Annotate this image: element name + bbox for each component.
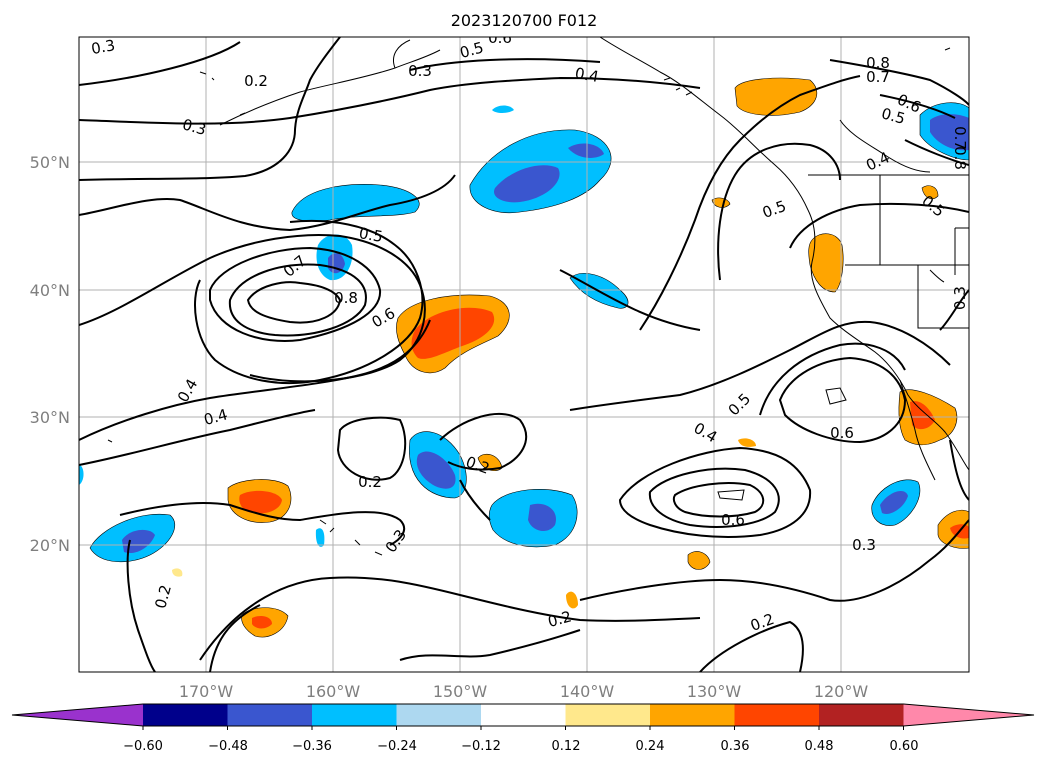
contour-label: 0.6 — [488, 29, 512, 47]
contour-label: 0.7 — [866, 68, 890, 86]
coastlines — [107, 37, 969, 556]
colorbar-cell — [143, 704, 228, 726]
lat-label: 20°N — [30, 536, 70, 555]
map-panel: 0.3 0.5 0.6 0.2 0.3 0.4 0.8 0.7 0.6 0.5 … — [78, 29, 970, 673]
colorbar-tick-labels: −0.60 −0.48 −0.36 −0.24 −0.12 0.12 0.24 … — [123, 739, 918, 754]
colorbar-cell — [565, 704, 651, 726]
contour-label: 0.8 — [951, 146, 969, 170]
contour-label: 0.3 — [90, 36, 117, 58]
longitude-labels: 170°W 160°W 150°W 140°W 130°W 120°W — [179, 682, 869, 701]
colorbar-cell — [650, 704, 735, 726]
contour-label: 0.5 — [358, 224, 385, 246]
lat-label: 30°N — [30, 408, 70, 427]
latitude-labels: 50°N 40°N 30°N 20°N — [30, 153, 70, 555]
colorbar-tick-label: −0.36 — [292, 739, 332, 754]
contour-label: 0.3 — [180, 115, 208, 139]
colorbar-tick-label: 0.48 — [805, 739, 834, 754]
contour-label: 0.2 — [358, 473, 382, 491]
contour-label: 0.3 — [852, 536, 876, 554]
contour-label: 0.3 — [951, 286, 969, 310]
contour-label: 0.8 — [866, 54, 890, 72]
lon-label: 140°W — [560, 682, 615, 701]
contour-label: 0.2 — [151, 583, 175, 611]
map-frame — [78, 36, 970, 673]
colorbar-cell — [227, 704, 313, 726]
contour-label: 0.3 — [408, 62, 432, 80]
colorbar-cell — [734, 704, 820, 726]
contour-label: 0.6 — [721, 511, 745, 529]
lat-label: 40°N — [30, 281, 70, 300]
colorbar: −0.60 −0.48 −0.36 −0.24 −0.12 0.12 0.24 … — [11, 703, 1035, 754]
colorbar-tick-label: −0.12 — [461, 739, 501, 754]
lat-label: 50°N — [30, 153, 70, 172]
contour-label: 0.2 — [244, 72, 268, 90]
colorbar-tick-label: 0.60 — [890, 739, 919, 754]
lon-label: 170°W — [179, 682, 234, 701]
colorbar-cell — [481, 704, 566, 726]
lon-label: 150°W — [433, 682, 488, 701]
contour-label: 0.6 — [830, 424, 854, 442]
contour-label: 0.5 — [879, 104, 907, 128]
graticule — [79, 37, 969, 672]
colorbar-extend-min — [12, 704, 143, 726]
contour-label: 0.8 — [334, 289, 358, 307]
colorbar-tick-label: −0.24 — [377, 739, 417, 754]
lon-label: 130°W — [687, 682, 742, 701]
colorbar-cells — [11, 703, 1035, 730]
lon-label: 120°W — [814, 682, 869, 701]
colorbar-cell — [312, 704, 397, 726]
map-title: 2023120700 F012 — [451, 11, 598, 30]
colorbar-cell — [819, 704, 904, 726]
colorbar-tick-label: −0.60 — [123, 739, 163, 754]
colorbar-cell — [396, 704, 482, 726]
colorbar-tick-label: 0.36 — [721, 739, 750, 754]
colorbar-tick-label: 0.24 — [636, 739, 665, 754]
contour-label: 0.7 — [951, 126, 969, 150]
contour-label: 0.4 — [202, 405, 230, 429]
colorbar-extend-max — [903, 704, 1034, 726]
contour-label: 0.4 — [574, 64, 601, 86]
contour-label: 0.5 — [458, 38, 486, 62]
colorbar-tick-label: 0.12 — [552, 739, 581, 754]
contour-label: 0.2 — [546, 607, 574, 631]
lon-label: 160°W — [306, 682, 361, 701]
contour-lines — [79, 37, 969, 672]
colorbar-tick-label: −0.48 — [208, 739, 248, 754]
map-background — [79, 37, 969, 672]
